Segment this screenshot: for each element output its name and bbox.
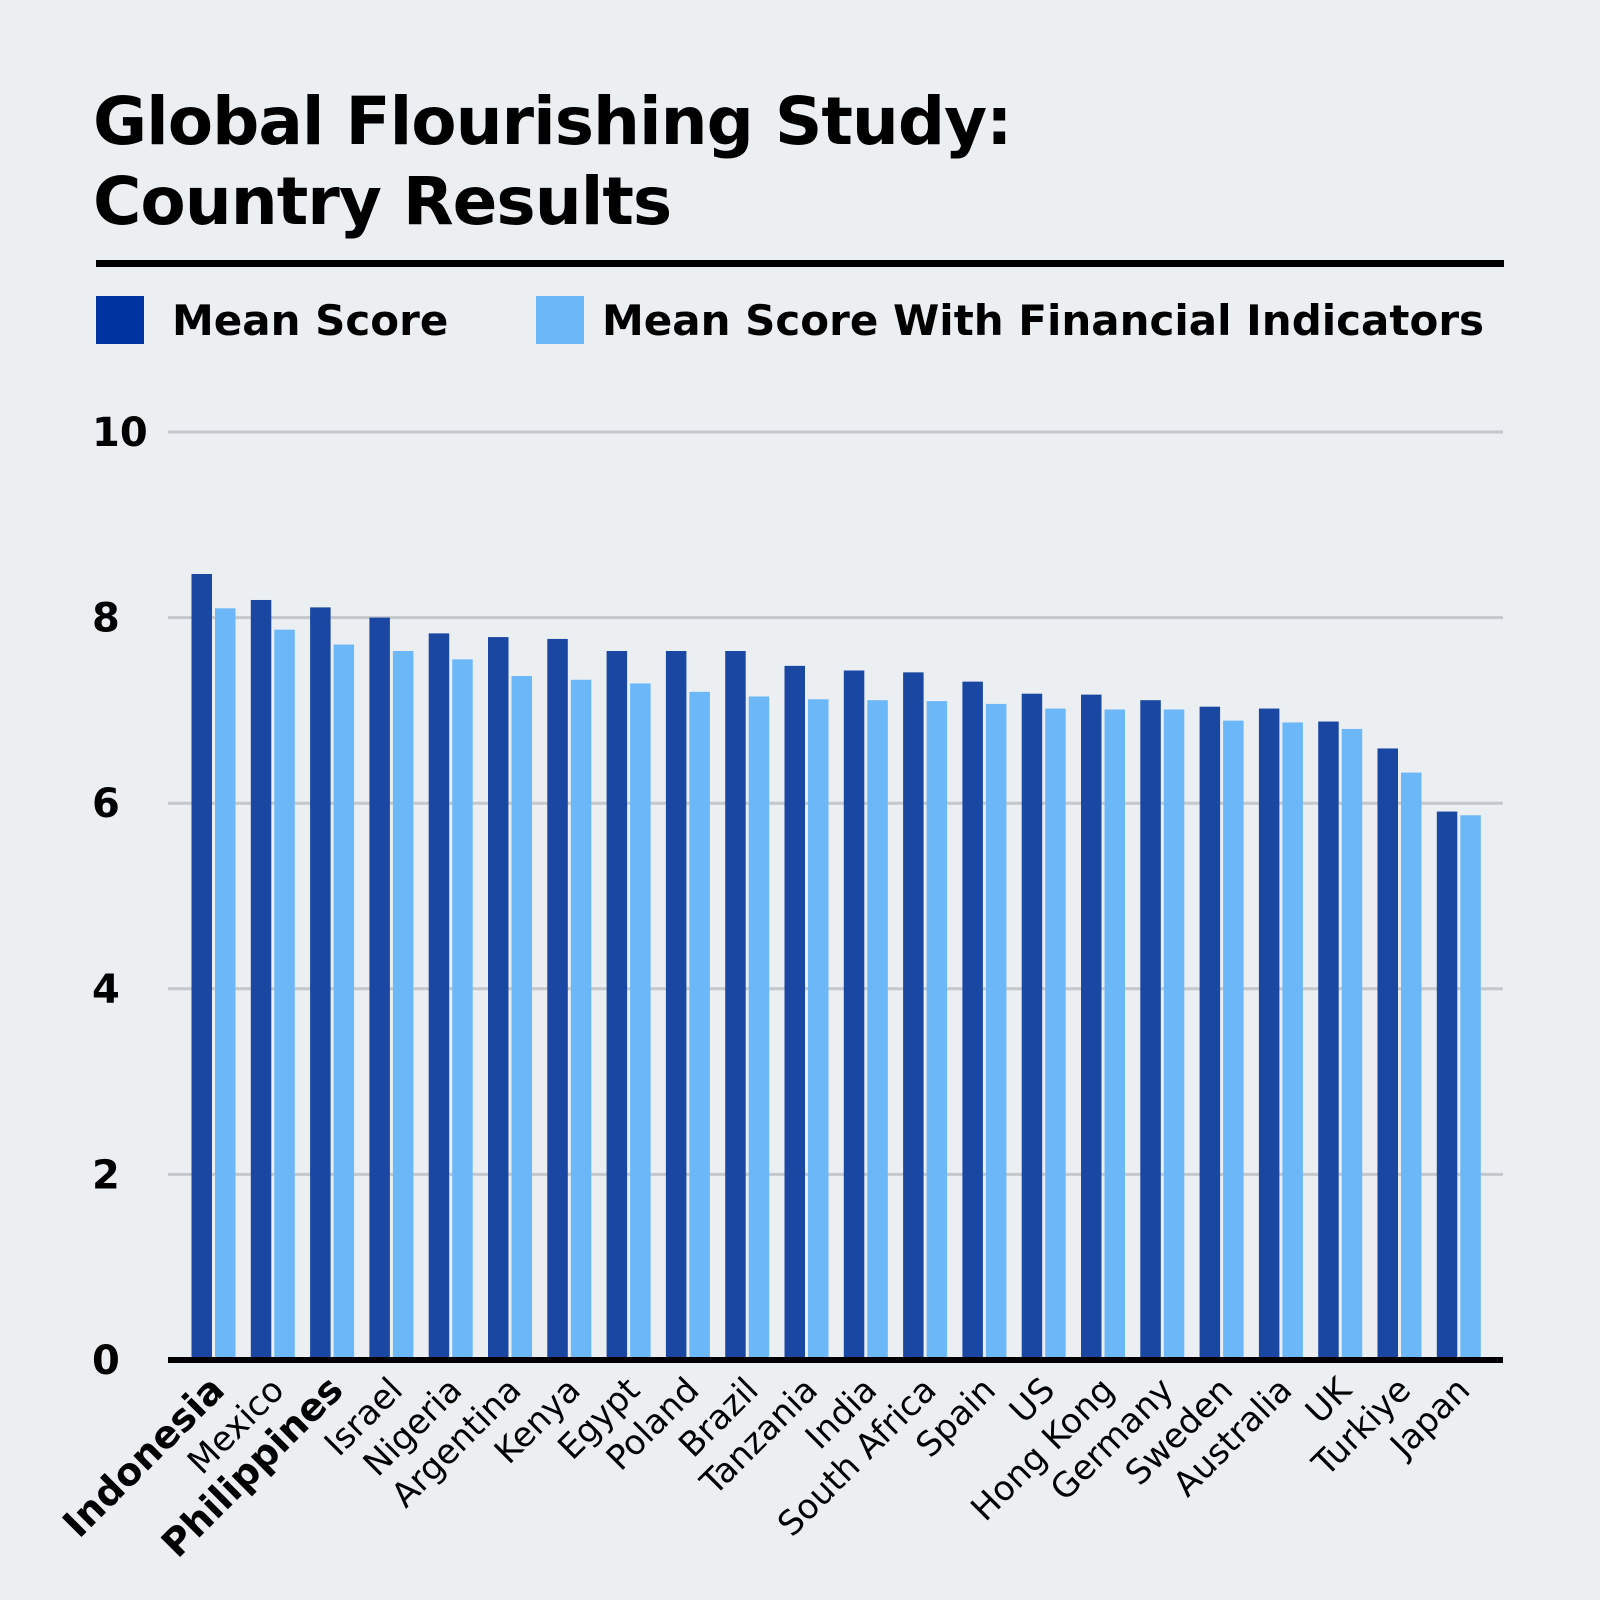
bar-mean-poland: [665, 651, 687, 1360]
title-divider: [96, 260, 1504, 267]
bar-financial-tanzania: [808, 699, 829, 1360]
bar-mean-us: [1021, 693, 1043, 1360]
bar-financial-germany: [1163, 709, 1185, 1360]
bar-mean-sweden: [1199, 706, 1221, 1360]
bar-mean-tanzania: [784, 665, 805, 1360]
bar-mean-turkiye: [1377, 748, 1398, 1360]
legend-swatch-mean-score: [96, 296, 144, 344]
bar-financial-kenya: [570, 679, 592, 1360]
bar-mean-mexico: [250, 599, 272, 1360]
bar-mean-indonesia: [191, 573, 212, 1360]
bar-mean-nigeria: [428, 633, 450, 1360]
bar-financial-argentina: [511, 676, 532, 1360]
bar-mean-germany: [1140, 700, 1161, 1360]
chart-title-line-2: Country Results: [93, 163, 672, 240]
legend-label-mean-score: Mean Score: [172, 295, 449, 345]
bar-mean-argentina: [488, 637, 509, 1360]
bar-financial-sweden: [1223, 720, 1244, 1360]
legend-label-financial: Mean Score With Financial Indicators: [602, 295, 1485, 345]
y-tick-label-6: 6: [92, 781, 120, 827]
bar-financial-philippines: [333, 644, 355, 1360]
bar-financial-mexico: [274, 629, 295, 1360]
bar-financial-spain: [985, 703, 1007, 1360]
y-tick-label-10: 10: [92, 410, 148, 456]
bar-mean-hong-kong: [1081, 694, 1102, 1360]
bar-financial-nigeria: [452, 659, 473, 1360]
y-tick-label-2: 2: [92, 1152, 120, 1198]
bar-financial-south-africa: [926, 701, 948, 1360]
legend-item-mean-score: Mean Score: [96, 295, 449, 345]
bar-mean-brazil: [725, 651, 746, 1360]
legend-swatch-financial: [536, 296, 584, 344]
bar-financial-uk: [1341, 728, 1363, 1360]
bar-financial-japan: [1460, 815, 1481, 1360]
bar-financial-egypt: [630, 683, 651, 1360]
y-tick-label-4: 4: [92, 967, 120, 1013]
legend-item-financial: Mean Score With Financial Indicators: [536, 295, 1485, 345]
bar-mean-philippines: [310, 607, 331, 1360]
bar-mean-japan: [1436, 811, 1458, 1360]
bar-financial-israel: [392, 651, 414, 1360]
bar-mean-south-africa: [903, 672, 924, 1360]
bar-financial-hong-kong: [1104, 709, 1125, 1360]
bar-mean-india: [843, 670, 865, 1360]
y-tick-label-0: 0: [92, 1338, 120, 1384]
y-tick-label-8: 8: [92, 596, 120, 642]
bar-mean-uk: [1318, 721, 1339, 1360]
bar-financial-turkiye: [1401, 772, 1422, 1360]
bar-financial-australia: [1282, 722, 1303, 1360]
bar-mean-egypt: [606, 651, 628, 1360]
chart-title: Global Flourishing Study: Country Result…: [93, 82, 1013, 242]
bar-financial-poland: [689, 691, 710, 1360]
bar-financial-india: [867, 700, 888, 1360]
chart-title-line-1: Global Flourishing Study:: [93, 83, 1013, 160]
bar-mean-israel: [369, 617, 390, 1360]
bar-mean-spain: [962, 681, 983, 1360]
bar-mean-kenya: [547, 638, 568, 1360]
bar-financial-indonesia: [215, 608, 236, 1360]
bar-mean-australia: [1258, 708, 1280, 1360]
bar-financial-brazil: [748, 696, 770, 1360]
bar-financial-us: [1045, 708, 1066, 1360]
